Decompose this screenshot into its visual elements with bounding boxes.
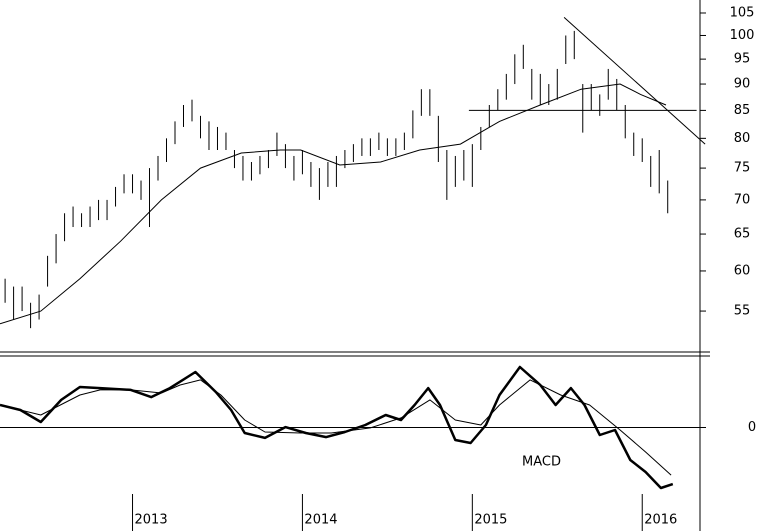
- y-tick-label: 90: [734, 77, 751, 92]
- x-tick-label: 2016: [644, 513, 677, 528]
- y-tick-label: 60: [734, 263, 751, 278]
- y-tick-label: 55: [734, 304, 751, 319]
- y-tick-label: 100: [730, 28, 755, 43]
- y-tick-label: 105: [730, 5, 755, 20]
- moving-average: [0, 83, 667, 325]
- y-tick-label: 75: [734, 161, 751, 176]
- x-tick-label: 2015: [474, 513, 507, 528]
- y-tick-label: 0: [748, 420, 756, 435]
- y-tick-label: 70: [734, 192, 751, 207]
- x-tick-label: 2014: [304, 513, 337, 528]
- y-tick-label: 65: [734, 227, 751, 242]
- y-tick-label: 95: [734, 52, 751, 67]
- x-tick-label: 2013: [135, 513, 168, 528]
- y-tick-label: 80: [734, 131, 751, 146]
- macd-line: [0, 365, 674, 490]
- trendline: [563, 17, 706, 145]
- macd-label: MACD: [522, 455, 561, 470]
- macd-line: [0, 379, 672, 476]
- y-tick-label: 85: [734, 103, 751, 118]
